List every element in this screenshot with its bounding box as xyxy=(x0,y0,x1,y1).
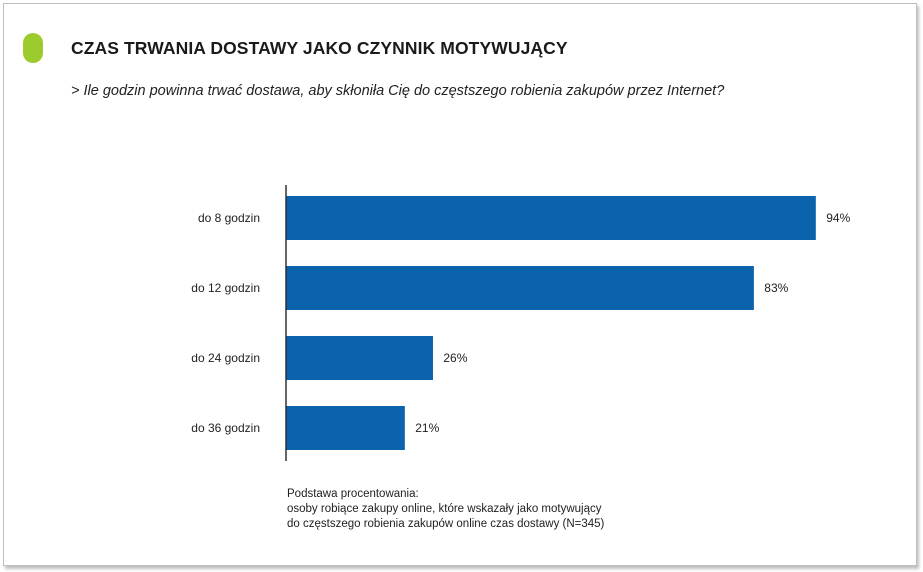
value-label: 83% xyxy=(764,281,788,295)
category-label: do 36 godzin xyxy=(191,421,260,435)
bar xyxy=(286,336,433,380)
value-label: 21% xyxy=(415,421,439,435)
value-label: 94% xyxy=(826,211,850,225)
base-note-line: do częstszego robienia zakupów online cz… xyxy=(287,518,605,530)
chart-title: CZAS TRWANIA DOSTAWY JAKO CZYNNIK MOTYWU… xyxy=(71,38,568,58)
chart-subtitle: > Ile godzin powinna trwać dostawa, aby … xyxy=(71,83,725,99)
bar xyxy=(286,196,816,240)
base-note: Podstawa procentowania: osoby robiące za… xyxy=(287,487,604,532)
category-label: do 12 godzin xyxy=(191,281,260,295)
value-label: 26% xyxy=(443,351,467,365)
base-note-line: Podstawa procentowania: xyxy=(287,488,419,500)
bar xyxy=(286,406,405,450)
base-note-line: osoby robiące zakupy online, które wskaz… xyxy=(287,503,602,515)
accent-dot-icon xyxy=(23,33,43,63)
bar xyxy=(286,266,754,310)
category-label: do 8 godzin xyxy=(198,211,260,225)
category-label: do 24 godzin xyxy=(191,351,260,365)
